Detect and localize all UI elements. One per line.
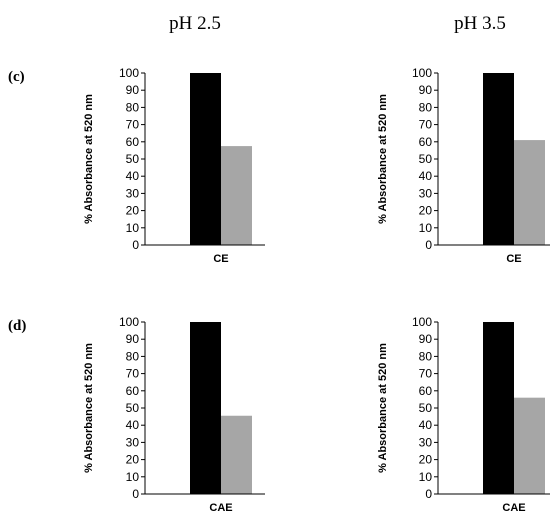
y-tick-label: 20 xyxy=(126,204,140,218)
y-tick-label: 50 xyxy=(419,401,433,415)
y-tick-label: 100 xyxy=(412,66,432,80)
y-tick-label: 40 xyxy=(126,418,140,432)
y-tick-label: 70 xyxy=(419,118,433,132)
y-tick-label: 10 xyxy=(419,221,433,235)
bar-chart-panel: % Absorbance at 520 nm 0 10 20 30 40 50 60 70 80 9… xyxy=(83,315,265,514)
y-tick-label: 60 xyxy=(419,384,433,398)
x-category-label: CE xyxy=(506,253,521,265)
y-tick-label: 60 xyxy=(126,384,140,398)
y-tick-label: 100 xyxy=(119,66,139,80)
y-tick-label: 10 xyxy=(419,470,433,484)
y-tick-label: 30 xyxy=(126,435,140,449)
y-tick-label: 20 xyxy=(419,204,433,218)
y-tick-label: 70 xyxy=(419,367,433,381)
x-category-label: CE xyxy=(213,253,228,265)
y-tick-label: 90 xyxy=(126,83,140,97)
bar-chart-panel: % Absorbance at 520 nm 0 10 20 30 40 50 60 70 80 9… xyxy=(377,66,550,265)
y-tick-label: 10 xyxy=(126,470,140,484)
x-category-label: CAE xyxy=(209,502,232,514)
row-label-d: (d) xyxy=(8,318,26,334)
y-tick-label: 50 xyxy=(419,152,433,166)
y-tick-label: 10 xyxy=(126,221,140,235)
y-tick-label: 30 xyxy=(126,186,140,200)
bar xyxy=(483,322,514,494)
y-tick-label: 0 xyxy=(425,487,432,501)
y-tick-label: 50 xyxy=(126,401,140,415)
column-title-ph-2-5: pH 2.5 xyxy=(169,13,221,34)
bar xyxy=(190,322,221,494)
y-tick-label: 60 xyxy=(419,135,433,149)
y-tick-label: 90 xyxy=(419,83,433,97)
y-tick-label: 70 xyxy=(126,367,140,381)
y-tick-label: 90 xyxy=(419,332,433,346)
bar xyxy=(221,415,252,494)
y-tick-label: 20 xyxy=(419,453,433,467)
y-tick-label: 80 xyxy=(419,100,433,114)
y-tick-label: 100 xyxy=(412,315,432,329)
y-tick-label: 20 xyxy=(126,453,140,467)
y-tick-label: 40 xyxy=(126,169,140,183)
bar xyxy=(514,140,545,245)
bar-chart-panel: % Absorbance at 520 nm 0 10 20 30 40 50 60 70 80 9… xyxy=(377,315,550,514)
bar-chart-panel: % Absorbance at 520 nm 0 10 20 30 40 50 60 70 80 9… xyxy=(83,66,265,265)
y-tick-label: 40 xyxy=(419,418,433,432)
bar xyxy=(514,397,545,494)
column-title-ph-3-5: pH 3.5 xyxy=(454,13,506,34)
y-tick-label: 0 xyxy=(425,238,432,252)
bar xyxy=(190,73,221,245)
y-tick-label: 0 xyxy=(132,238,139,252)
y-tick-label: 60 xyxy=(126,135,140,149)
y-tick-label: 80 xyxy=(126,349,140,363)
y-tick-label: 80 xyxy=(419,349,433,363)
bar xyxy=(221,146,252,245)
y-tick-label: 100 xyxy=(119,315,139,329)
y-tick-label: 0 xyxy=(132,487,139,501)
x-category-label: CAE xyxy=(502,502,525,514)
y-tick-label: 70 xyxy=(126,118,140,132)
y-axis-label: % Absorbance at 520 nm xyxy=(377,343,389,473)
y-tick-label: 80 xyxy=(126,100,140,114)
y-tick-label: 30 xyxy=(419,435,433,449)
row-label-c: (c) xyxy=(8,69,25,85)
y-tick-label: 50 xyxy=(126,152,140,166)
y-axis-label: % Absorbance at 520 nm xyxy=(83,94,95,224)
y-tick-label: 40 xyxy=(419,169,433,183)
y-axis-label: % Absorbance at 520 nm xyxy=(377,94,389,224)
bar xyxy=(483,73,514,245)
y-tick-label: 30 xyxy=(419,186,433,200)
y-axis-label: % Absorbance at 520 nm xyxy=(83,343,95,473)
y-tick-label: 90 xyxy=(126,332,140,346)
chart-panels: % Absorbance at 520 nm 0 10 20 30 40 50 60 70 80 9… xyxy=(83,66,550,514)
